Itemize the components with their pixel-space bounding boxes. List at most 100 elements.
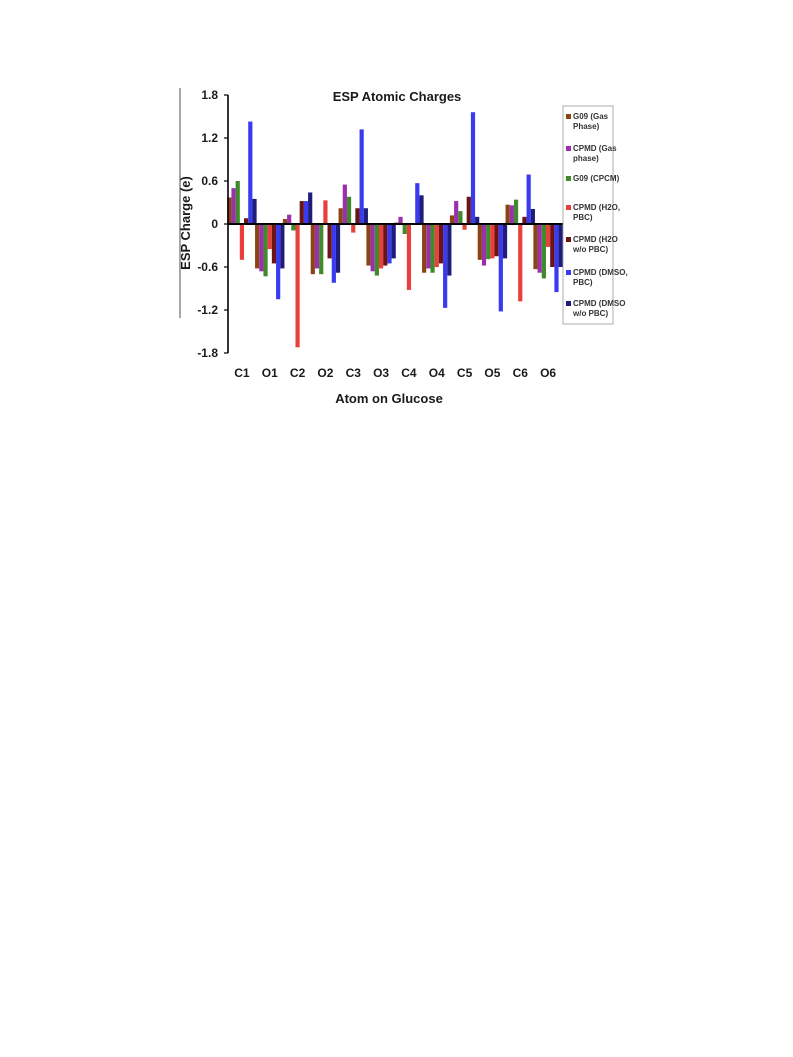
bar-O2-s1 bbox=[310, 224, 315, 275]
bar-O2-s7 bbox=[335, 224, 341, 273]
x-tick-label: C1 bbox=[234, 366, 250, 380]
legend-swatch bbox=[566, 146, 571, 151]
bar-O3-s6 bbox=[387, 224, 392, 264]
bar-C4-s2 bbox=[398, 216, 403, 224]
bar-O1-s3 bbox=[263, 224, 268, 277]
axes-layer bbox=[179, 88, 564, 354]
bar-C6-s1 bbox=[505, 204, 510, 224]
legend-label: CPMD (DMSO, bbox=[573, 268, 628, 277]
x-tick-label: O1 bbox=[262, 366, 278, 380]
bar-O4-s3 bbox=[430, 224, 435, 273]
legend-swatch bbox=[566, 237, 571, 242]
bar-C6-s6 bbox=[526, 174, 531, 224]
bar-O3-s3 bbox=[374, 224, 379, 276]
bar-C5-s3 bbox=[458, 211, 463, 224]
bar-C4-s4 bbox=[406, 224, 412, 290]
legend-label: CPMD (H2O bbox=[573, 235, 618, 244]
bar-O6-s6 bbox=[554, 224, 559, 293]
legend-label: phase) bbox=[573, 154, 599, 163]
bar-C4-s7 bbox=[419, 195, 424, 224]
bar-O6-s4 bbox=[545, 224, 551, 247]
x-tick-label: C5 bbox=[457, 366, 473, 380]
bar-C2-s4 bbox=[295, 224, 300, 348]
y-tick-label: -1.8 bbox=[197, 346, 218, 360]
bar-O1-s1 bbox=[255, 224, 260, 269]
bar-O2-s2 bbox=[314, 224, 320, 269]
legend-label: PBC) bbox=[573, 213, 593, 222]
bar-O1-s5 bbox=[271, 224, 277, 264]
bar-C3-s4 bbox=[351, 224, 356, 233]
bar-C4-s6 bbox=[415, 183, 420, 224]
bar-C6-s3 bbox=[513, 199, 519, 224]
bar-O5-s6 bbox=[498, 224, 503, 312]
bar-O4-s6 bbox=[443, 224, 448, 308]
bar-C2-s2 bbox=[287, 214, 292, 224]
x-tick-label: C2 bbox=[290, 366, 306, 380]
bar-O3-s5 bbox=[383, 224, 388, 266]
y-tick-label: -0.6 bbox=[197, 260, 218, 274]
bar-C2-s1 bbox=[282, 218, 288, 224]
x-axis-label: Atom on Glucose bbox=[335, 391, 443, 406]
x-tick-label: O5 bbox=[484, 366, 500, 380]
x-tick-label: O6 bbox=[540, 366, 556, 380]
bar-C3-s1 bbox=[338, 208, 343, 224]
x-tick-label: O4 bbox=[429, 366, 445, 380]
chart-title: ESP Atomic Charges bbox=[333, 89, 462, 104]
y-axis-label: ESP Charge (e) bbox=[178, 176, 193, 270]
bar-C2-s6 bbox=[303, 201, 309, 224]
bar-C4-s3 bbox=[402, 224, 407, 235]
bar-C2-s7 bbox=[308, 192, 313, 224]
legend-label: w/o PBC) bbox=[572, 245, 608, 254]
legend-label: Phase) bbox=[573, 122, 600, 131]
bar-layer bbox=[227, 112, 563, 348]
bar-O1-s4 bbox=[267, 224, 272, 250]
bar-C5-s6 bbox=[470, 112, 476, 224]
x-tick-label: O3 bbox=[373, 366, 389, 380]
y-tick-label: 1.8 bbox=[201, 88, 218, 102]
bar-C1-s7 bbox=[252, 198, 257, 224]
bar-O1-s7 bbox=[280, 224, 285, 269]
bar-C1-s4 bbox=[239, 224, 245, 260]
legend-label: G09 (Gas bbox=[573, 112, 609, 121]
legend-box bbox=[562, 105, 614, 325]
bar-O4-s5 bbox=[438, 224, 444, 264]
bar-O3-s4 bbox=[378, 224, 384, 269]
y-tick-label: 0.6 bbox=[201, 174, 218, 188]
legend-swatch bbox=[566, 301, 571, 306]
bar-C6-s2 bbox=[509, 205, 514, 224]
bar-O4-s1 bbox=[422, 224, 427, 273]
bar-O5-s4 bbox=[490, 224, 495, 259]
bar-O3-s7 bbox=[391, 224, 396, 259]
y-tick-label: 1.2 bbox=[201, 131, 218, 145]
x-tick-label: C4 bbox=[401, 366, 417, 380]
bar-O4-s4 bbox=[434, 224, 439, 267]
bar-C1-s2 bbox=[231, 188, 236, 224]
bar-O6-s3 bbox=[541, 224, 546, 279]
x-tick-label: O2 bbox=[317, 366, 333, 380]
bar-O5-s1 bbox=[477, 224, 482, 260]
legend-label: PBC) bbox=[573, 278, 593, 287]
bar-C1-s6 bbox=[248, 121, 253, 224]
bar-O2-s3 bbox=[319, 224, 324, 275]
legend-swatch bbox=[566, 205, 571, 210]
bar-C1-s5 bbox=[244, 218, 249, 224]
y-tick-label: -1.2 bbox=[197, 303, 218, 317]
bar-O5-s5 bbox=[494, 224, 499, 257]
bar-O5-s3 bbox=[486, 224, 491, 260]
bar-C6-s4 bbox=[518, 224, 523, 302]
bar-O1-s2 bbox=[259, 224, 264, 272]
bar-C3-s7 bbox=[363, 208, 368, 224]
bar-O6-s1 bbox=[533, 224, 538, 270]
bar-C2-s3 bbox=[291, 224, 296, 231]
bar-C3-s3 bbox=[346, 196, 352, 224]
legend-label: CPMD (H2O, bbox=[573, 203, 620, 212]
legend-label: w/o PBC) bbox=[572, 309, 608, 318]
bar-O2-s4 bbox=[323, 200, 328, 224]
bar-C3-s5 bbox=[355, 208, 360, 224]
bar-O3-s2 bbox=[370, 224, 375, 272]
bar-O6-s5 bbox=[550, 224, 555, 267]
bar-O4-s2 bbox=[426, 224, 431, 269]
bar-O3-s1 bbox=[366, 224, 371, 266]
